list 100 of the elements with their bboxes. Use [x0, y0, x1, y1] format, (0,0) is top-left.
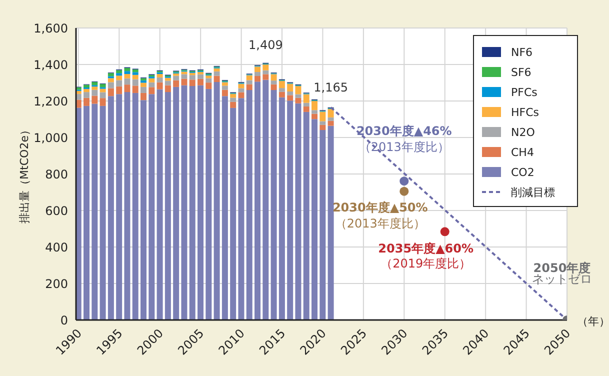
bar	[92, 82, 98, 86]
bar	[84, 88, 90, 92]
bar	[303, 102, 310, 106]
bar	[328, 117, 334, 121]
annotation: 1,165	[314, 80, 348, 94]
bar	[156, 77, 163, 82]
bar	[181, 74, 188, 79]
bar	[84, 98, 90, 106]
y-tick-label: 400	[45, 240, 68, 254]
bar	[320, 112, 326, 122]
bar	[295, 98, 302, 104]
bar	[303, 112, 310, 320]
bar	[100, 98, 106, 106]
bar	[303, 94, 310, 103]
bar	[132, 92, 138, 320]
legend-label: CO2	[511, 166, 534, 178]
x-axis-title: （年）	[577, 315, 609, 328]
bar	[206, 82, 212, 89]
bar	[230, 108, 236, 320]
bar	[312, 119, 318, 320]
bar	[181, 72, 188, 74]
bar	[132, 79, 138, 86]
bar	[295, 103, 302, 320]
y-tick-label: 200	[45, 276, 68, 291]
bar	[189, 86, 196, 320]
bar	[206, 75, 212, 78]
bar	[164, 92, 171, 320]
bar	[206, 88, 212, 320]
bar	[132, 74, 138, 80]
bar	[254, 76, 261, 82]
bar	[214, 68, 220, 72]
bar	[116, 86, 122, 94]
annotation: 1,409	[248, 38, 283, 52]
y-tick-label: 1,600	[34, 21, 68, 36]
bar	[222, 96, 228, 320]
bar	[124, 68, 130, 72]
bar	[100, 84, 106, 88]
bar	[189, 80, 196, 86]
bar	[230, 98, 236, 102]
bar	[198, 74, 204, 79]
bar	[124, 71, 130, 74]
bar	[132, 72, 138, 75]
bar	[148, 78, 155, 82]
bar	[181, 78, 188, 86]
bar	[287, 84, 294, 92]
bar	[148, 87, 155, 94]
bar	[92, 90, 98, 96]
legend-label: NF6	[511, 46, 533, 58]
bar	[173, 76, 180, 80]
bar	[173, 80, 180, 87]
bar	[108, 73, 114, 76]
y-tick-label: 1,000	[34, 130, 68, 145]
bar	[320, 130, 326, 320]
bar	[198, 78, 204, 86]
bar	[254, 82, 261, 320]
bar	[164, 80, 171, 86]
bar	[140, 100, 147, 320]
bar	[189, 75, 196, 80]
bar	[116, 70, 122, 74]
bar	[295, 86, 302, 94]
y-tick-label: 800	[45, 167, 68, 182]
bar	[287, 92, 294, 96]
bar	[238, 84, 244, 88]
bar	[148, 82, 155, 88]
bar	[156, 89, 163, 320]
bar	[270, 74, 277, 81]
bar	[116, 73, 122, 76]
bar	[156, 74, 163, 78]
bar	[254, 66, 261, 72]
bar	[140, 92, 147, 100]
y-tick-label: 1,200	[34, 94, 68, 108]
bar	[108, 88, 114, 96]
bar	[320, 121, 326, 125]
bar	[116, 94, 122, 320]
bar	[140, 80, 147, 83]
bar	[222, 86, 228, 90]
bar	[84, 92, 90, 98]
bar	[214, 76, 220, 82]
bar	[116, 80, 122, 86]
bar	[116, 76, 122, 80]
bar	[124, 74, 130, 78]
bar	[108, 78, 114, 82]
legend-label: CH4	[511, 146, 534, 158]
y-tick-label: 0	[60, 313, 68, 328]
bar	[278, 88, 285, 92]
bar	[84, 106, 90, 320]
bar	[108, 82, 114, 88]
annotation: 2030年度▲50% （2013年度比）	[332, 200, 428, 230]
bar	[328, 120, 334, 126]
point	[400, 176, 409, 186]
bar	[181, 85, 188, 320]
bar	[124, 92, 130, 320]
bar	[262, 70, 269, 74]
bar	[189, 72, 196, 76]
legend-label: SF6	[511, 66, 532, 78]
annotation: ネットゼロ	[532, 272, 592, 286]
bar	[303, 106, 310, 112]
bar	[270, 84, 277, 90]
bar	[156, 82, 163, 90]
bar	[246, 80, 252, 84]
